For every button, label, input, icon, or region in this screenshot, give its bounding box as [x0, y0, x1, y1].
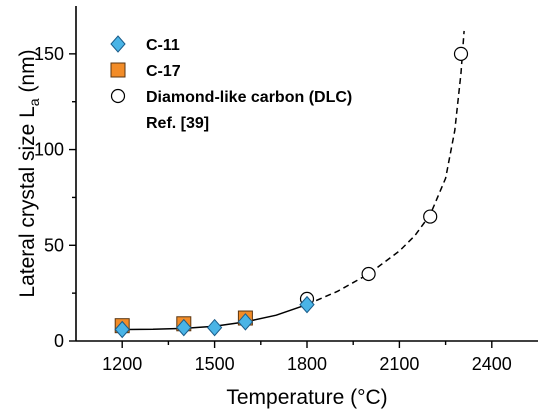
x-tick-label: 1500 [195, 354, 235, 374]
axes: 1200 1500 1800 2100 2400 0 50 100 150 [34, 6, 538, 374]
y-axis-label-unit: (nm) [16, 49, 39, 98]
data-point-circle [453, 46, 469, 61]
y-tick-label: 150 [34, 44, 64, 64]
y-tick-label: 0 [54, 331, 64, 351]
legend-label: C-11 [146, 37, 180, 54]
data-markers [114, 46, 469, 339]
data-point-circle [361, 266, 376, 282]
x-tick-label: 1200 [102, 354, 142, 374]
data-point-diamond [114, 320, 130, 339]
x-tick-label: 2100 [379, 354, 419, 374]
y-axis-label-main: Lateral crystal size L [16, 106, 39, 297]
x-tick-label: 1800 [287, 354, 327, 374]
y-axis-label: Lateral crystal size La (nm) [16, 49, 42, 297]
data-point-circle [423, 209, 438, 224]
legend-label-line2: Ref. [39] [146, 115, 209, 132]
data-point-diamond [299, 295, 315, 314]
legend-label: C-17 [146, 63, 181, 80]
data-point-diamond [237, 313, 254, 331]
y-axis-label-subscript: a [26, 98, 42, 106]
legend-label: Diamond-like carbon (DLC) [146, 89, 352, 106]
y-tick-label: 50 [44, 235, 64, 255]
x-tick-label: 2400 [472, 354, 512, 374]
legend-marker-square [110, 62, 126, 78]
legend: C-11 C-17 Diamond-like carbon (DLC) Ref. [3… [110, 35, 352, 132]
legend-marker-circle [110, 88, 126, 104]
legend-marker-diamond [110, 35, 126, 53]
x-axis-label: Temperature (°C) [226, 386, 387, 409]
data-point-diamond [176, 318, 192, 337]
y-tick-label: 100 [34, 140, 64, 160]
data-point-diamond [206, 318, 223, 337]
dashed-fit-curve [306, 30, 465, 306]
